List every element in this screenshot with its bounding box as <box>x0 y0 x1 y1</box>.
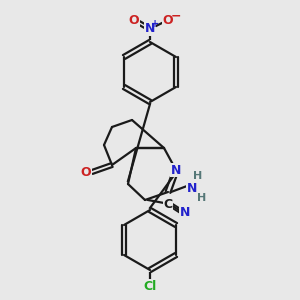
Text: H: H <box>194 171 202 181</box>
Text: H: H <box>197 193 207 203</box>
Text: N: N <box>187 182 197 194</box>
Text: N: N <box>145 22 155 35</box>
Text: −: − <box>171 10 181 22</box>
Text: +: + <box>151 19 159 29</box>
Text: O: O <box>163 14 173 26</box>
Text: O: O <box>81 166 91 178</box>
Text: N: N <box>180 206 190 218</box>
Text: O: O <box>129 14 139 26</box>
Text: Cl: Cl <box>143 280 157 292</box>
Text: C: C <box>164 199 172 212</box>
Text: N: N <box>171 164 181 176</box>
